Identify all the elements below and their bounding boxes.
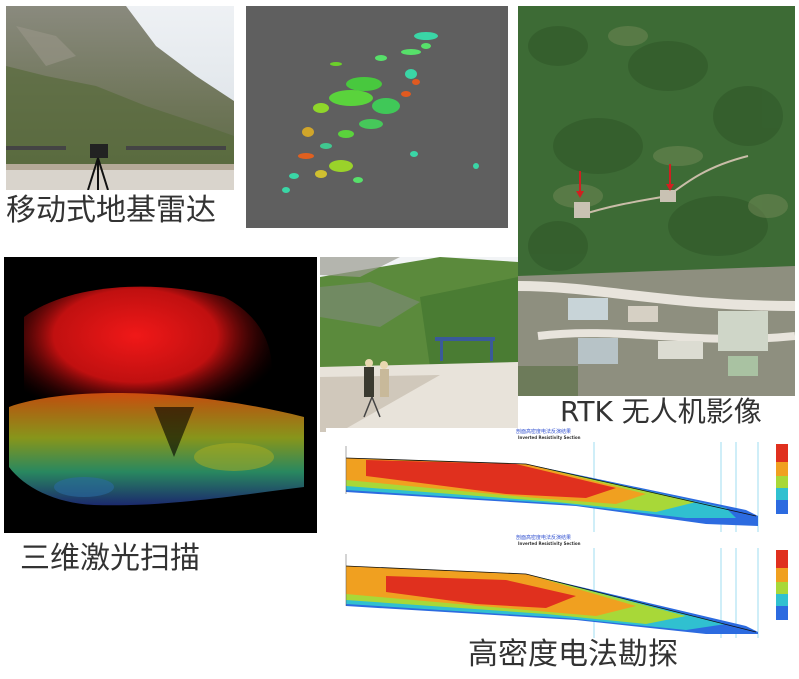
caption-rtk-uav: RTK 无人机影像 bbox=[560, 395, 762, 428]
caption-gb-radar: 移动式地基雷达 bbox=[6, 193, 216, 228]
resistivity-section-1: 剖面高密度电法反演结果 Inverted Resistivity Section bbox=[326, 428, 798, 532]
resistivity-section-1-title-cn: 剖面高密度电法反演结果 bbox=[516, 429, 572, 435]
caption-resistivity: 高密度电法勘探 bbox=[468, 637, 678, 672]
rtk-uav-image bbox=[518, 6, 795, 396]
radar-deformation-map bbox=[246, 6, 508, 228]
rtk-marker-2 bbox=[666, 164, 674, 191]
gb-radar-photo bbox=[6, 6, 234, 190]
rtk-marker-1 bbox=[576, 171, 584, 198]
tripod-radar bbox=[87, 144, 109, 190]
laser-scan-pointcloud bbox=[4, 257, 317, 533]
surveyor-figures bbox=[363, 359, 389, 418]
resistivity-section-2-title-en: Inverted Resistivity Section bbox=[518, 541, 581, 546]
caption-laser-scan: 三维激光扫描 bbox=[20, 541, 200, 576]
deformation-points bbox=[282, 32, 479, 193]
resistivity-section-1-title-en: Inverted Resistivity Section bbox=[518, 435, 581, 440]
resistivity-section-2: 剖面高密度电法反演结果 Inverted Resistivity Section bbox=[326, 534, 798, 638]
field-survey-photo bbox=[320, 257, 518, 432]
resistivity-section-2-title-cn: 剖面高密度电法反演结果 bbox=[516, 535, 572, 541]
